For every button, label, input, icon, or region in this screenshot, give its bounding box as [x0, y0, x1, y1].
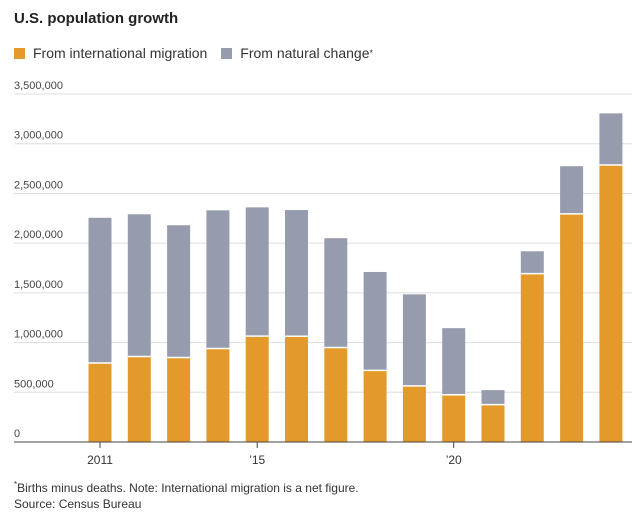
bar-natural-change	[245, 207, 269, 337]
y-tick-label: 3,000,000	[14, 130, 63, 142]
y-tick-label: 0	[14, 428, 20, 440]
bar-migration	[520, 273, 544, 442]
y-tick-label: 3,500,000	[14, 80, 63, 92]
bar-migration	[402, 385, 426, 442]
bar-migration	[206, 348, 230, 442]
x-tick-label: 2011	[87, 453, 113, 467]
legend-label-migration: From international migration	[33, 45, 208, 61]
bar-chart: 0 500,000 1,000,000 1,500,000 2,000,000 2,500…	[14, 80, 632, 467]
chart-title: U.S. population growth	[14, 10, 179, 27]
bar-natural-change	[481, 390, 505, 405]
bar-migration	[363, 370, 387, 442]
legend-swatch-migration	[14, 47, 25, 59]
bar-migration	[167, 357, 191, 442]
y-tick-label: 1,000,000	[14, 329, 63, 341]
bar-natural-change	[324, 238, 348, 348]
footnote-marker: *	[14, 480, 18, 489]
y-tick-label: 2,500,000	[14, 179, 63, 191]
bar-migration	[599, 164, 623, 442]
legend-item-migration: From international migration	[14, 45, 207, 61]
bar-natural-change	[363, 271, 387, 371]
y-tick-label: 2,000,000	[14, 229, 63, 241]
bar-natural-change	[599, 113, 623, 165]
bar-natural-change	[206, 210, 230, 349]
bar-migration	[324, 347, 348, 442]
bar-migration	[442, 394, 466, 442]
bar-migration	[88, 362, 112, 442]
source-note: Source: Census Bureau	[14, 497, 142, 511]
bar-natural-change	[285, 210, 308, 337]
bar-natural-change	[167, 225, 191, 358]
legend-label-natural: From natural change	[240, 45, 370, 61]
bar-natural-change	[442, 328, 466, 395]
bar-migration	[481, 404, 505, 442]
legend-item-natural: From natural change *	[221, 45, 373, 61]
bar-migration	[127, 356, 151, 442]
y-tick-label: 1,500,000	[14, 279, 63, 291]
bar-migration	[245, 336, 269, 442]
bar-migration	[285, 336, 308, 442]
bar-migration	[560, 213, 584, 442]
bar-natural-change	[402, 294, 426, 386]
x-tick-label: ’15	[249, 453, 265, 467]
bar-natural-change	[560, 166, 584, 214]
legend: From international migration From natura…	[14, 45, 387, 61]
y-tick-label: 500,000	[14, 378, 54, 390]
bar-natural-change	[88, 217, 112, 363]
legend-superscript: *	[369, 48, 373, 58]
legend-swatch-natural	[221, 47, 233, 59]
bar-natural-change	[520, 251, 544, 274]
x-tick-label: ’20	[446, 453, 462, 467]
footnote: *Births minus deaths. Note: Internationa…	[14, 480, 359, 495]
footnote-text: Births minus deaths. Note: International…	[17, 481, 359, 495]
bar-natural-change	[127, 214, 151, 357]
